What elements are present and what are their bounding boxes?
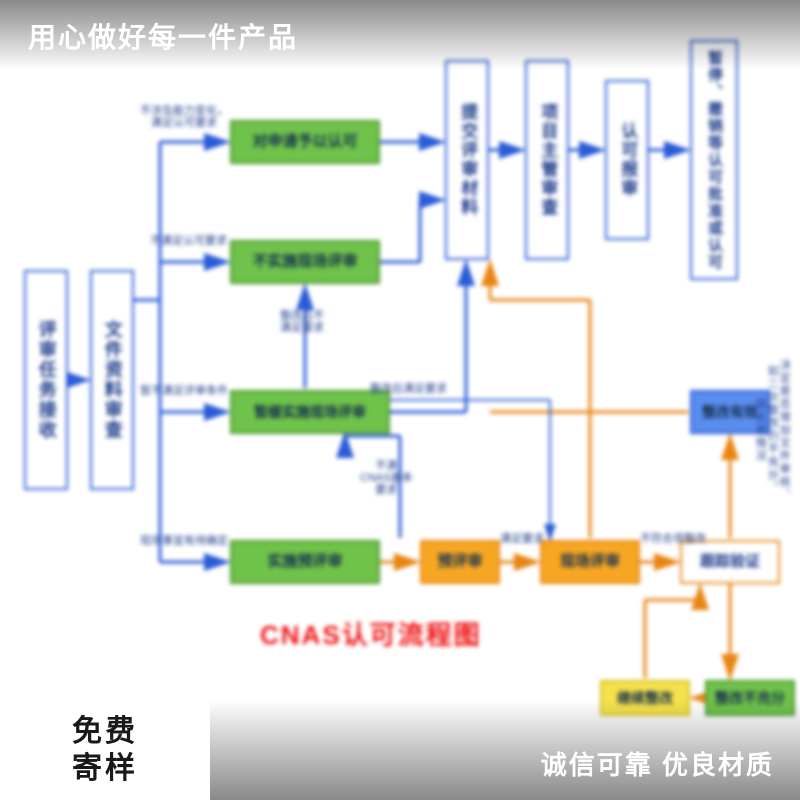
node-n_site: 现场评审 (540, 540, 640, 584)
node-n_g2: 不实施现场评审 (230, 240, 380, 284)
edge-label-e10: 决定是否增加文件审核、如二次整改仍不充分，组长视情况 (754, 300, 790, 560)
edge-label-e8: 满足要求 (500, 533, 544, 545)
edge-label-e7: 整改后满足要求 (370, 383, 447, 395)
node-n_pre: 预评审 (420, 540, 500, 584)
edge-label-e9: 不符合项整改 (640, 533, 706, 545)
node-n_g3: 暂缓实施现场评审 (230, 390, 390, 434)
edge-label-e3: 暂不满足评审条件 (140, 385, 228, 397)
top-banner: 用心做好每一件产品 (0, 0, 800, 70)
badge-line1: 免费 (72, 713, 138, 751)
badge-line2: 寄样 (72, 750, 138, 788)
edge-label-e1: 不涉及能力变化，满足认可要求 (140, 105, 228, 129)
edge-label-e2: 不满足认可要求 (150, 235, 227, 247)
diagram-canvas: 评审任务接收文件资料审查 对申请予以认可不实施现场评审暂缓实施现场评审实施预评审预… (0, 0, 800, 800)
node-n_proj: 项目主管审查 (525, 60, 569, 260)
diagram-title: CNAS认可流程图 (260, 615, 482, 652)
node-n_recv: 评审任务接收 (24, 270, 68, 490)
edge-label-e6: 不满CNAS基本要求 (360, 460, 413, 496)
bottom-slogan: 诚信可靠 优良材质 (210, 700, 800, 800)
node-n_submit: 提交评审材料 (445, 60, 489, 260)
node-n_g1: 对申请予以认可 (230, 120, 380, 164)
free-sample-badge: 免费 寄样 (0, 700, 210, 800)
bottom-banner: 免费 寄样 诚信可靠 优良材质 (0, 690, 800, 800)
edge-label-e4: 现场事宜有待确定 (140, 535, 228, 547)
node-n_doc: 文件资料审查 (90, 270, 134, 490)
node-n_final: 暂停、撤销等认可批准或认可 (690, 40, 738, 280)
node-n_g4: 实施预评审 (230, 540, 380, 584)
edge-label-e5: 整改后不满足要求 (280, 310, 324, 334)
node-n_acc: 认可报审 (605, 80, 649, 240)
